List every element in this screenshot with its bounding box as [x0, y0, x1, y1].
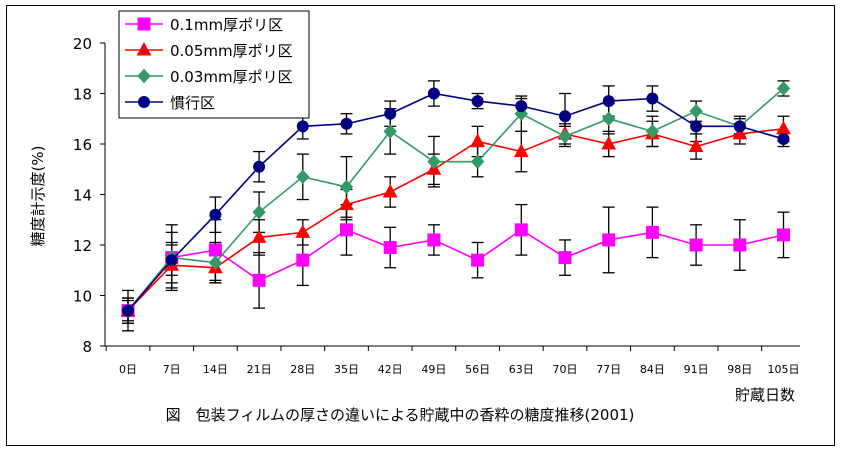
x-tick-label: 84日: [640, 363, 665, 376]
series-1: [120, 120, 791, 317]
x-tick-label: 14日: [203, 363, 228, 376]
x-tick-label: 56日: [465, 363, 490, 376]
x-tick-label: 0日: [119, 363, 137, 376]
x-tick-label: 35日: [334, 363, 359, 376]
data-point: [470, 133, 485, 147]
data-point: [383, 241, 397, 255]
error-bars-1: [122, 115, 790, 324]
data-point: [340, 223, 353, 237]
y-tick-label: 18: [73, 86, 92, 104]
data-point: [471, 253, 485, 267]
data-point: [646, 92, 659, 105]
x-tick-label: 28日: [290, 363, 315, 376]
data-point: [208, 243, 222, 257]
legend-marker: [138, 96, 150, 108]
data-point: [558, 129, 572, 144]
data-point: [253, 160, 266, 173]
data-point: [601, 135, 617, 150]
data-point: [208, 255, 223, 270]
data-point: [209, 208, 222, 221]
x-tick-label: 42日: [378, 363, 403, 376]
x-tick-label: 105日: [768, 363, 800, 376]
data-point: [689, 238, 703, 252]
legend-label: 0.03mm厚ポリ区: [170, 68, 293, 86]
x-tick-label: 70日: [553, 363, 578, 376]
legend-box: [118, 10, 310, 119]
data-point: [645, 225, 659, 239]
x-tick-label: 7日: [163, 363, 181, 376]
data-point: [165, 254, 178, 267]
y-tick-label: 8: [82, 338, 92, 356]
data-point: [645, 124, 660, 139]
data-point: [295, 224, 311, 238]
data-point: [515, 100, 528, 113]
data-point: [296, 253, 310, 267]
data-point: [776, 120, 791, 135]
data-point: [513, 143, 529, 158]
x-tick-label: 91日: [684, 363, 709, 376]
data-point: [296, 169, 310, 185]
series-0: [121, 223, 790, 318]
data-point: [122, 304, 134, 317]
y-tick-label: 20: [73, 35, 92, 53]
data-point: [427, 154, 441, 169]
series-line: [127, 92, 784, 312]
data-point: [339, 196, 354, 211]
data-point: [776, 81, 791, 96]
chart-caption: 図 包装フィルムの厚さの違いによる貯蔵中の香粋の糖度推移(2001): [166, 406, 635, 424]
y-axis-label: 糖度計示度(%): [29, 146, 47, 247]
series-layer: [120, 80, 791, 332]
legend-marker: [137, 17, 151, 31]
legend-label: 慣行区: [170, 94, 215, 112]
data-point: [733, 120, 746, 133]
y-tick-label: 10: [73, 288, 92, 306]
x-tick-label: 98日: [727, 363, 752, 376]
data-point: [383, 124, 397, 139]
error-bars-0: [122, 203, 790, 332]
series-line: [127, 128, 784, 312]
data-point: [514, 223, 528, 237]
data-point: [382, 183, 398, 198]
series-3: [122, 87, 790, 317]
legend-label: 0.1mm厚ポリ区: [170, 16, 283, 34]
data-point: [689, 103, 703, 119]
data-point: [602, 233, 616, 247]
x-tick-label: 63日: [509, 363, 534, 376]
y-tick-label: 16: [73, 136, 92, 154]
data-point: [602, 95, 615, 108]
data-point: [427, 87, 440, 100]
x-tick-label: 49日: [421, 363, 446, 376]
data-point: [733, 238, 747, 252]
data-point: [471, 95, 484, 108]
data-point: [690, 120, 703, 133]
data-point: [252, 204, 266, 220]
y-tick-label: 12: [73, 237, 92, 255]
data-point: [252, 273, 266, 287]
series-line: [127, 87, 785, 312]
data-point: [559, 110, 571, 123]
data-point: [777, 228, 790, 242]
data-point: [384, 107, 397, 120]
x-axis-label: 貯蔵日数: [735, 386, 795, 404]
data-point: [339, 179, 354, 195]
x-tick-label: 21日: [247, 363, 272, 376]
y-tick-label: 14: [73, 187, 92, 205]
series-line: [127, 228, 784, 312]
data-point: [251, 229, 267, 243]
data-point: [602, 111, 616, 126]
data-point: [340, 117, 353, 130]
data-point: [427, 233, 441, 247]
data-point: [688, 138, 704, 153]
data-point: [558, 251, 572, 265]
legend-marker: [137, 68, 151, 84]
data-point: [296, 120, 309, 133]
data-point: [777, 132, 790, 145]
data-point: [470, 154, 485, 169]
x-tick-label: 77日: [596, 363, 621, 376]
legend-marker: [136, 41, 152, 56]
legend-label: 0.05mm厚ポリ区: [170, 42, 293, 60]
axes: 8 10 12 14 16 18 20 0日 7日 14日 21日 28日 35日 42日 49日 56日 63…: [73, 35, 800, 376]
